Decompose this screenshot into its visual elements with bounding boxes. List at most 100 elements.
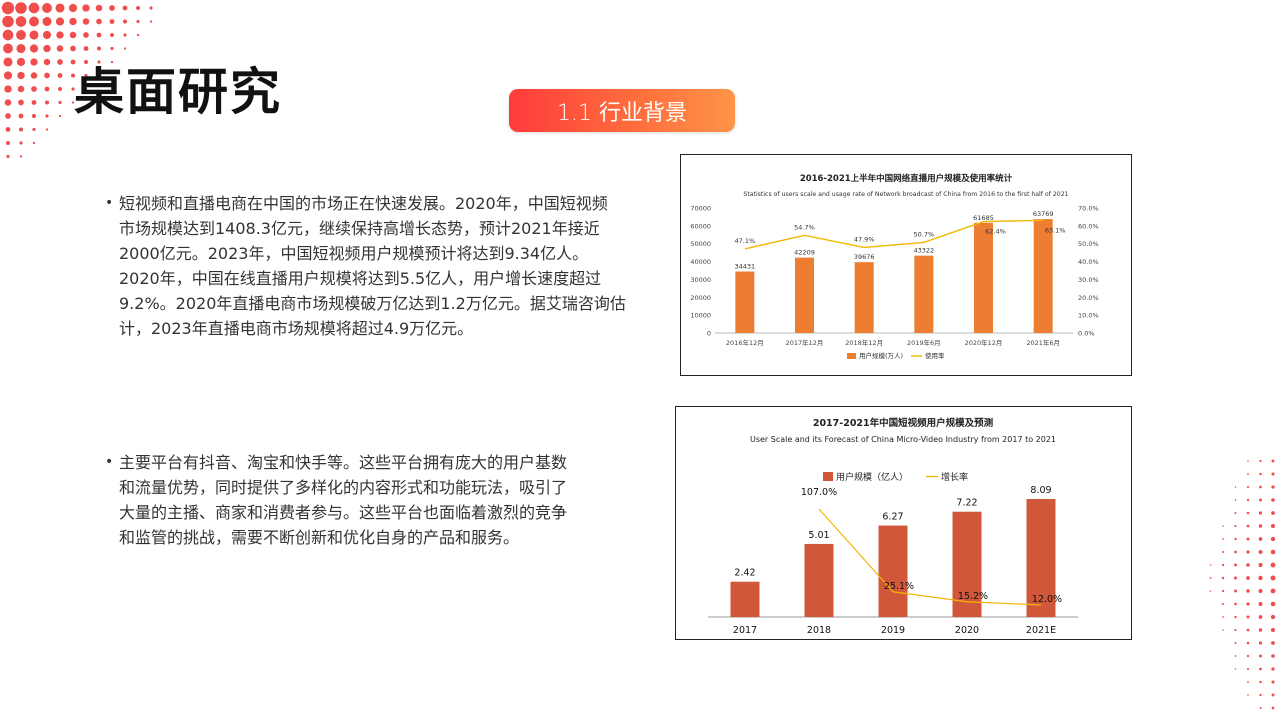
dot-pattern-dot: [1259, 485, 1262, 489]
dot-pattern-dot: [6, 141, 10, 145]
y-left-tick-label: 20000: [690, 294, 711, 302]
bar: [1026, 499, 1056, 617]
dot-pattern-dot: [1246, 628, 1250, 632]
chart-title: 2017-2021年中国短视频用户规模及预测: [813, 417, 994, 429]
y-right-tick-label: 10.0%: [1078, 312, 1099, 320]
paragraph-line: 主要平台有抖音、淘宝和快手等。这些平台拥有庞大的用户基数: [119, 453, 568, 472]
dot-pattern-dot: [1222, 629, 1224, 631]
y-right-tick-label: 60.0%: [1078, 222, 1099, 230]
dot-pattern-dot: [1271, 498, 1275, 502]
dot-pattern-dot: [18, 113, 24, 119]
chart-subtitle: Statistics of users scale and usage rate…: [743, 191, 1068, 198]
x-tick-label: 2021E: [1026, 625, 1056, 636]
x-tick-label: 2019: [881, 625, 905, 636]
dot-pattern-dot: [1222, 603, 1224, 605]
micro-video-chart-svg: 2017-2021年中国短视频用户规模及预测 User Scale and its…: [708, 417, 1078, 636]
dot-pattern-dot: [32, 114, 36, 118]
dot-pattern-dot: [1271, 654, 1275, 658]
dot-pattern-dot: [4, 85, 12, 93]
y-left-tick-label: 10000: [690, 312, 711, 320]
dot-pattern-dot: [110, 46, 114, 51]
bar: [1033, 219, 1053, 333]
dot-pattern-dot: [1270, 588, 1276, 594]
paragraph-line: 和监管的挑战，需要不断创新和优化自身的产品和服务。: [119, 528, 520, 547]
dot-pattern-dot: [1270, 575, 1276, 581]
dot-pattern-dot: [1246, 511, 1250, 515]
dot-pattern-dot: [3, 43, 13, 54]
page-title: 桌面研究: [74, 63, 282, 121]
bullet-dot: •: [105, 195, 114, 211]
dot-pattern-dot: [5, 113, 11, 119]
dot-pattern-dot: [16, 43, 26, 54]
line-value-label: 54.7%: [794, 223, 815, 231]
dot-pattern-dot: [15, 2, 27, 14]
dot-pattern-dot: [1209, 590, 1212, 592]
bar: [854, 262, 874, 333]
dot-pattern-dot: [1259, 654, 1262, 658]
x-tick-label: 2019年6月: [907, 338, 941, 347]
line-value-label: 63.1%: [1045, 226, 1066, 234]
dot-pattern-dot: [1246, 550, 1250, 554]
line-value-label: 47.9%: [854, 235, 875, 243]
dot-pattern-dot: [109, 5, 115, 11]
dot-pattern-dot: [1271, 472, 1275, 476]
dot-pattern-dot: [1259, 693, 1262, 697]
dot-pattern-dot: [3, 57, 13, 67]
dot-pattern-dot: [1258, 602, 1263, 606]
micro-video-users-chart: 2017-2021年中国短视频用户规模及预测 User Scale and its…: [675, 406, 1132, 640]
dot-pattern-dot: [32, 127, 36, 132]
dot-pattern-dot: [110, 60, 114, 64]
line-value-label: 15.2%: [958, 591, 988, 602]
dot-pattern-dot: [1247, 681, 1249, 683]
dot-pattern-dot: [1209, 564, 1212, 566]
dot-pattern-dot: [1, 1, 15, 15]
x-tick-label: 2017: [733, 625, 757, 636]
line-value-label: 25.1%: [884, 581, 914, 592]
dot-pattern-dot: [1234, 563, 1237, 567]
y-left-tick-label: 0: [707, 330, 711, 338]
x-tick-label: 2020年12月: [965, 338, 1003, 347]
legend-label: 用户规模（亿人）: [836, 471, 908, 483]
dot-pattern-dot: [1247, 694, 1249, 696]
bar: [952, 511, 982, 617]
bar: [804, 543, 834, 617]
dot-pattern-dot: [82, 4, 90, 12]
dot-pattern-dot: [2, 15, 14, 28]
growth-rate-line: [818, 508, 1042, 606]
dot-pattern-dot: [1271, 511, 1275, 515]
bar-value-label: 43322: [913, 247, 934, 255]
dot-pattern-dot: [1258, 628, 1263, 632]
line-value-label: 50.7%: [914, 230, 935, 238]
top-left-dot-pattern: [1, 1, 153, 159]
dot-pattern-dot: [16, 30, 26, 40]
dot-pattern-dot: [1258, 641, 1263, 645]
dot-pattern-dot: [1246, 667, 1250, 671]
dot-pattern-dot: [109, 19, 115, 24]
dot-pattern-dot: [123, 19, 127, 24]
live-streaming-chart-svg: 2016-2021上半年中国网络直播用户规模及使用率统计 Statistics o…: [690, 173, 1099, 360]
dot-pattern-dot: [2, 29, 14, 41]
dot-pattern-dot: [1246, 576, 1250, 580]
dot-pattern-dot: [1270, 614, 1276, 620]
dot-pattern-dot: [3, 71, 13, 80]
dot-pattern-dot: [19, 155, 23, 158]
dot-pattern-dot: [1209, 577, 1212, 579]
dot-pattern-dot: [1258, 550, 1263, 554]
paragraph-line: 市场规模达到1408.3亿元，继续保持高增长态势，预计2021年接近: [119, 219, 600, 238]
dot-pattern-dot: [68, 3, 78, 13]
dot-pattern-dot: [82, 18, 90, 25]
dot-pattern-dot: [1246, 641, 1250, 645]
dot-pattern-dot: [1234, 655, 1237, 657]
dot-pattern-dot: [1234, 499, 1237, 501]
bar-value-label: 61685: [973, 214, 994, 222]
dot-pattern-dot: [1246, 654, 1250, 658]
chart-subtitle: User Scale and its Forecast of China Mic…: [750, 435, 1056, 444]
dot-pattern-dot: [42, 3, 52, 13]
dot-pattern-dot: [29, 16, 39, 27]
dot-pattern-dot: [110, 33, 114, 37]
dot-pattern-dot: [30, 72, 38, 79]
dot-pattern-dot: [1246, 563, 1250, 567]
line-value-label: 107.0%: [801, 487, 837, 498]
bar-value-label: 34431: [734, 263, 755, 271]
dot-pattern-dot: [1271, 680, 1275, 684]
